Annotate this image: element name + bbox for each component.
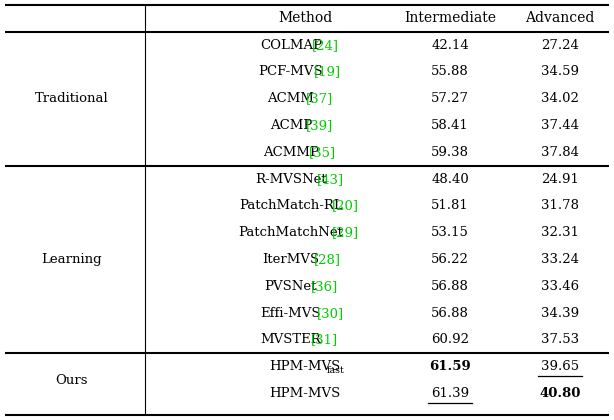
Text: [39]: [39] [306,119,333,132]
Text: [36]: [36] [311,280,338,293]
Text: 61.39: 61.39 [431,387,469,400]
Text: HPM-MVS: HPM-MVS [270,387,341,400]
Text: 40.80: 40.80 [539,387,581,400]
Text: Ours: Ours [56,374,88,387]
Text: 56.88: 56.88 [431,280,469,293]
Text: HPM-MVS: HPM-MVS [270,360,341,373]
Text: PatchMatch-RL: PatchMatch-RL [239,200,343,213]
Text: 37.84: 37.84 [541,146,579,159]
Text: 33.24: 33.24 [541,253,579,266]
Text: Learning: Learning [42,253,103,266]
Text: [31]: [31] [311,333,338,346]
Text: 31.78: 31.78 [541,200,579,213]
Text: COLMAP: COLMAP [260,39,322,52]
Text: [20]: [20] [332,200,359,213]
Text: 37.44: 37.44 [541,119,579,132]
Text: Effi-MVS: Effi-MVS [261,307,321,320]
Text: Advanced: Advanced [526,11,595,25]
Text: PCF-MVS: PCF-MVS [258,66,323,79]
Text: ACMP: ACMP [270,119,312,132]
Text: 34.59: 34.59 [541,66,579,79]
Text: Traditional: Traditional [35,92,109,105]
Text: 57.27: 57.27 [431,92,469,105]
Text: [43]: [43] [317,173,344,186]
Text: [37]: [37] [306,92,333,105]
Text: PatchMatchNet: PatchMatchNet [238,226,343,239]
Text: 34.02: 34.02 [541,92,579,105]
Text: 55.88: 55.88 [431,66,469,79]
Text: 59.38: 59.38 [431,146,469,159]
Text: [19]: [19] [314,66,341,79]
Text: [24]: [24] [311,39,338,52]
Text: 53.15: 53.15 [431,226,469,239]
Text: 34.39: 34.39 [541,307,579,320]
Text: 37.53: 37.53 [541,333,579,346]
Text: 32.31: 32.31 [541,226,579,239]
Text: ACMM: ACMM [268,92,314,105]
Text: 24.91: 24.91 [541,173,579,186]
Text: [35]: [35] [308,146,336,159]
Text: Method: Method [278,11,332,25]
Text: Intermediate: Intermediate [404,11,496,25]
Text: 56.22: 56.22 [431,253,469,266]
Text: MVSTER: MVSTER [260,333,321,346]
Text: IterMVS: IterMVS [262,253,319,266]
Text: 61.59: 61.59 [429,360,471,373]
Text: ACMMP: ACMMP [263,146,319,159]
Text: [30]: [30] [317,307,344,320]
Text: 56.88: 56.88 [431,307,469,320]
Text: PVSNet: PVSNet [265,280,317,293]
Text: 33.46: 33.46 [541,280,579,293]
Text: 48.40: 48.40 [431,173,469,186]
Text: 39.65: 39.65 [541,360,579,373]
Text: R-MVSNet: R-MVSNet [255,173,327,186]
Text: 60.92: 60.92 [431,333,469,346]
Text: 42.14: 42.14 [431,39,469,52]
Text: fast: fast [327,366,344,375]
Text: [29]: [29] [332,226,359,239]
Text: 58.41: 58.41 [431,119,469,132]
Text: 27.24: 27.24 [541,39,579,52]
Text: [28]: [28] [314,253,341,266]
Text: 51.81: 51.81 [431,200,469,213]
